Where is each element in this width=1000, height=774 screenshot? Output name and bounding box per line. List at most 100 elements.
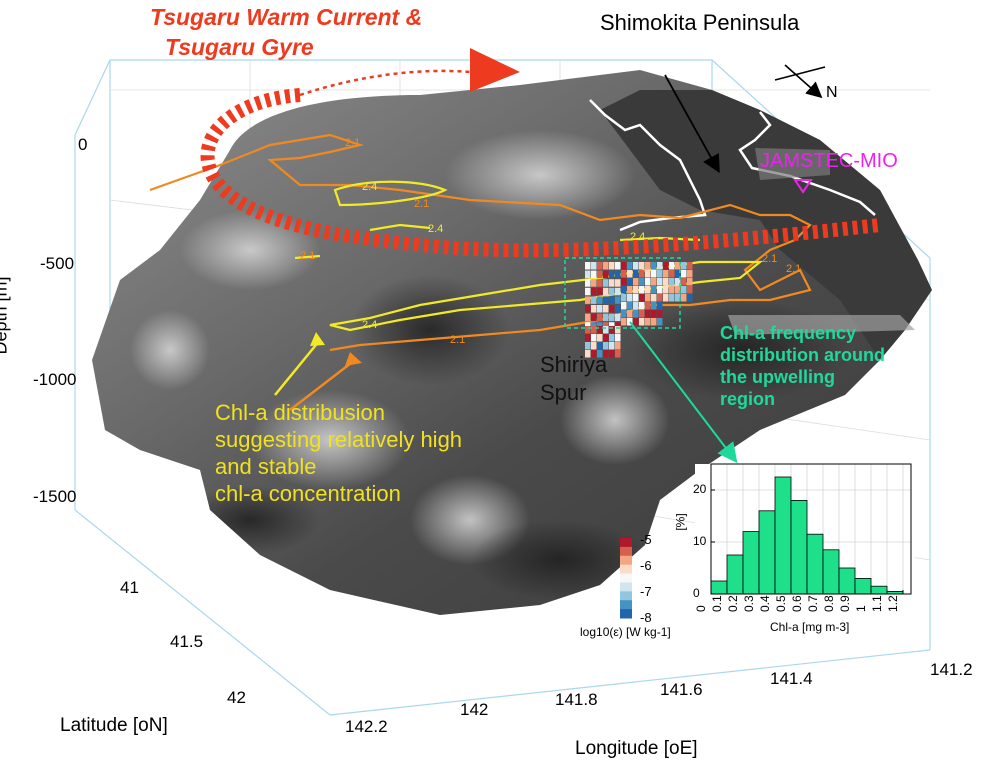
epsilon-cell	[633, 294, 639, 302]
north-label: N	[826, 84, 838, 101]
contour-label: 2.1	[414, 198, 429, 210]
epsilon-cell	[657, 294, 663, 302]
colorbar-swatch	[620, 564, 632, 575]
epsilon-cell	[627, 294, 633, 302]
epsilon-cell	[645, 278, 651, 286]
hist-xtick-label: 0.7	[806, 595, 820, 612]
epsilon-cell	[621, 302, 627, 310]
epsilon-cell	[615, 313, 621, 322]
epsilon-cell	[651, 310, 657, 318]
epsilon-cell	[603, 326, 609, 334]
epsilon-cell	[681, 278, 687, 286]
depth-tick-1000: -1000	[33, 370, 77, 389]
north-arrow	[774, 64, 826, 99]
contour-label: 2.4	[362, 181, 377, 193]
lon-tick-141.2: 141.2	[930, 660, 973, 679]
epsilon-cell	[687, 294, 693, 302]
epsilon-cell	[675, 262, 681, 270]
epsilon-cell	[585, 322, 591, 330]
colorbar-swatch	[620, 609, 632, 619]
epsilon-cell	[615, 305, 621, 313]
hist-xtick-label: 1.1	[870, 595, 884, 612]
hist-bar	[822, 549, 840, 595]
epsilon-cell	[687, 262, 693, 270]
green-arrow	[629, 321, 738, 464]
epsilon-cell	[615, 334, 621, 342]
epsilon-cell	[627, 262, 633, 270]
epsilon-cell	[597, 326, 603, 334]
epsilon-cell	[627, 286, 633, 294]
epsilon-cell	[645, 318, 651, 326]
epsilon-cell	[615, 350, 621, 358]
peninsula-label: Shimokita Peninsula	[600, 10, 800, 35]
hist-bar	[726, 554, 744, 595]
epsilon-cell	[627, 318, 633, 326]
histogram-ticks	[710, 489, 904, 595]
contour-label: 2.1	[345, 137, 360, 149]
epsilon-cell	[591, 322, 597, 330]
epsilon-cell	[657, 310, 663, 318]
epsilon-cell	[645, 310, 651, 318]
lon-tick-141.6: 141.6	[660, 680, 703, 699]
epsilon-cell	[621, 278, 627, 286]
hist-ylabel: [%]	[673, 513, 688, 531]
epsilon-frame	[564, 257, 681, 329]
epsilon-cell	[609, 279, 615, 287]
epsilon-cell	[597, 296, 603, 304]
epsilon-cell	[627, 302, 633, 310]
epsilon-cell	[651, 278, 657, 286]
epsilon-cell	[591, 270, 597, 279]
colorbar-swatch	[620, 600, 632, 610]
epsilon-cell	[621, 310, 627, 318]
epsilon-cell	[663, 270, 669, 278]
epsilon-cell	[651, 318, 657, 326]
yellow-arrowhead	[310, 332, 325, 346]
chl-desc-line1: Chl-a distribusion	[215, 400, 385, 425]
epsilon-cell	[597, 279, 603, 287]
colorbar-swatch	[620, 538, 632, 548]
epsilon-cell	[603, 342, 609, 350]
hist-xtick-label: 0.9	[838, 595, 852, 612]
epsilon-cell	[597, 270, 603, 279]
epsilon-cell	[585, 342, 591, 350]
epsilon-cell	[639, 294, 645, 302]
epsilon-cell	[597, 322, 603, 330]
epsilon-cell	[609, 313, 615, 322]
epsilon-cell	[681, 270, 687, 278]
hist-bar	[806, 533, 824, 595]
contour-2.4-b	[329, 260, 764, 332]
epsilon-cell	[633, 302, 639, 310]
epsilon-cell	[663, 294, 669, 302]
epsilon-cell	[669, 262, 675, 270]
epsilon-cell	[669, 294, 675, 302]
hist-ytick-label: 0	[693, 586, 700, 600]
spur-label-line2: Spur	[540, 380, 587, 405]
epsilon-cell	[681, 286, 687, 294]
depth-axis-label: Depth [m]	[0, 276, 11, 355]
station-shadow	[755, 148, 830, 180]
epsilon-cell	[603, 279, 609, 287]
colorbar-swatch	[620, 582, 632, 592]
epsilon-cell	[597, 287, 603, 296]
hist-xtick-label: 1.2	[886, 595, 900, 612]
lon-tick-142: 142	[460, 700, 489, 719]
epsilon-cell	[681, 262, 687, 270]
latitude-axis-label: Latitude [oN]	[60, 715, 168, 736]
epsilon-cell	[609, 350, 615, 358]
cbar-tick-6: -6	[640, 558, 652, 573]
epsilon-cell	[597, 350, 603, 358]
contour-label: 2.1	[300, 250, 315, 262]
epsilon-cell	[639, 310, 645, 318]
cbar-tick-5: -5	[640, 532, 652, 547]
epsilon-cell	[663, 286, 669, 294]
current-title-line2: Tsugaru Gyre	[165, 34, 314, 60]
colorbar-swatch	[620, 573, 632, 583]
epsilon-cell	[639, 286, 645, 294]
epsilon-cell	[675, 278, 681, 286]
epsilon-cell	[627, 278, 633, 286]
epsilon-cell	[585, 287, 591, 296]
station-label: JAMSTEC-MIO	[760, 150, 898, 172]
epsilon-cell	[609, 322, 615, 330]
epsilon-cell	[645, 270, 651, 278]
lat-tick-41: 41	[120, 578, 139, 597]
